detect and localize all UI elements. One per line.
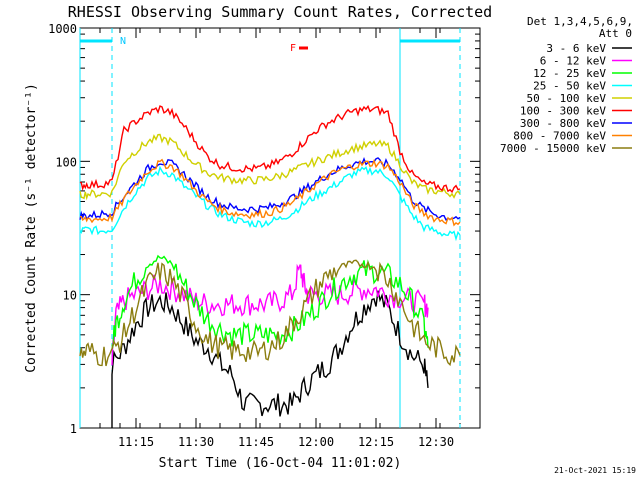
series-line-2 [111, 254, 429, 350]
plot-area: 1 10 100 1000 11:15 11:30 11:45 12:00 12:15 12:30… [48, 22, 481, 449]
legend-label: 100 - 300 keV [520, 105, 606, 118]
x-tick-label: 12:00 [298, 435, 334, 449]
chart-title: RHESSI Observing Summary Count Rates, Co… [68, 3, 492, 21]
legend-label: 25 - 50 keV [533, 80, 606, 93]
x-tick-label: 11:30 [178, 435, 214, 449]
night-flag-label: N [120, 36, 126, 47]
x-tick-label: 11:15 [118, 435, 154, 449]
legend-label: 3 - 6 keV [546, 42, 606, 55]
series-line-3 [79, 165, 461, 242]
legend-header-line-1: Det 1,3,4,5,6,9, [527, 15, 633, 28]
legend-header-line-2: Att 0 [599, 27, 632, 40]
plot-frame [79, 27, 481, 429]
legend-label: 7000 - 15000 keV [500, 142, 606, 155]
x-axis-label: Start Time (16-Oct-04 11:01:02) [159, 456, 402, 471]
series-line-8 [79, 259, 461, 367]
series-line-5 [79, 104, 461, 194]
series-line-4 [79, 133, 461, 201]
footer-date: 21-Oct-2021 15:19 [554, 466, 636, 475]
legend-label: 800 - 7000 keV [513, 130, 606, 143]
legend-label: 6 - 12 keV [540, 55, 607, 68]
y-axis-label: Corrected Count Rate (s⁻¹ detector⁻¹) [24, 83, 39, 373]
y-tick-label: 100 [55, 155, 77, 169]
y-tick-label: 1 [70, 422, 77, 436]
x-tick-label: 12:15 [358, 435, 394, 449]
series-line-7 [79, 158, 461, 227]
flare-flag-label: F [290, 43, 296, 54]
x-tick-label: 11:45 [238, 435, 274, 449]
y-tick-label: 1000 [48, 22, 77, 36]
legend-label: 50 - 100 keV [527, 92, 607, 105]
series-line-0 [111, 290, 429, 428]
legend-label: 300 - 800 keV [520, 117, 606, 130]
legend-label: 12 - 25 keV [533, 67, 606, 80]
y-tick-label: 10 [63, 289, 77, 303]
x-tick-label: 12:30 [418, 435, 454, 449]
